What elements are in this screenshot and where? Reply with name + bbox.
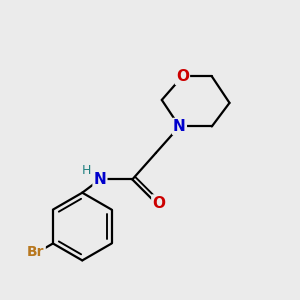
Text: O: O (152, 196, 165, 211)
Text: H: H (82, 164, 92, 177)
Text: N: N (173, 119, 186, 134)
Text: N: N (94, 172, 106, 187)
Text: O: O (176, 69, 189, 84)
Text: Br: Br (27, 244, 45, 259)
